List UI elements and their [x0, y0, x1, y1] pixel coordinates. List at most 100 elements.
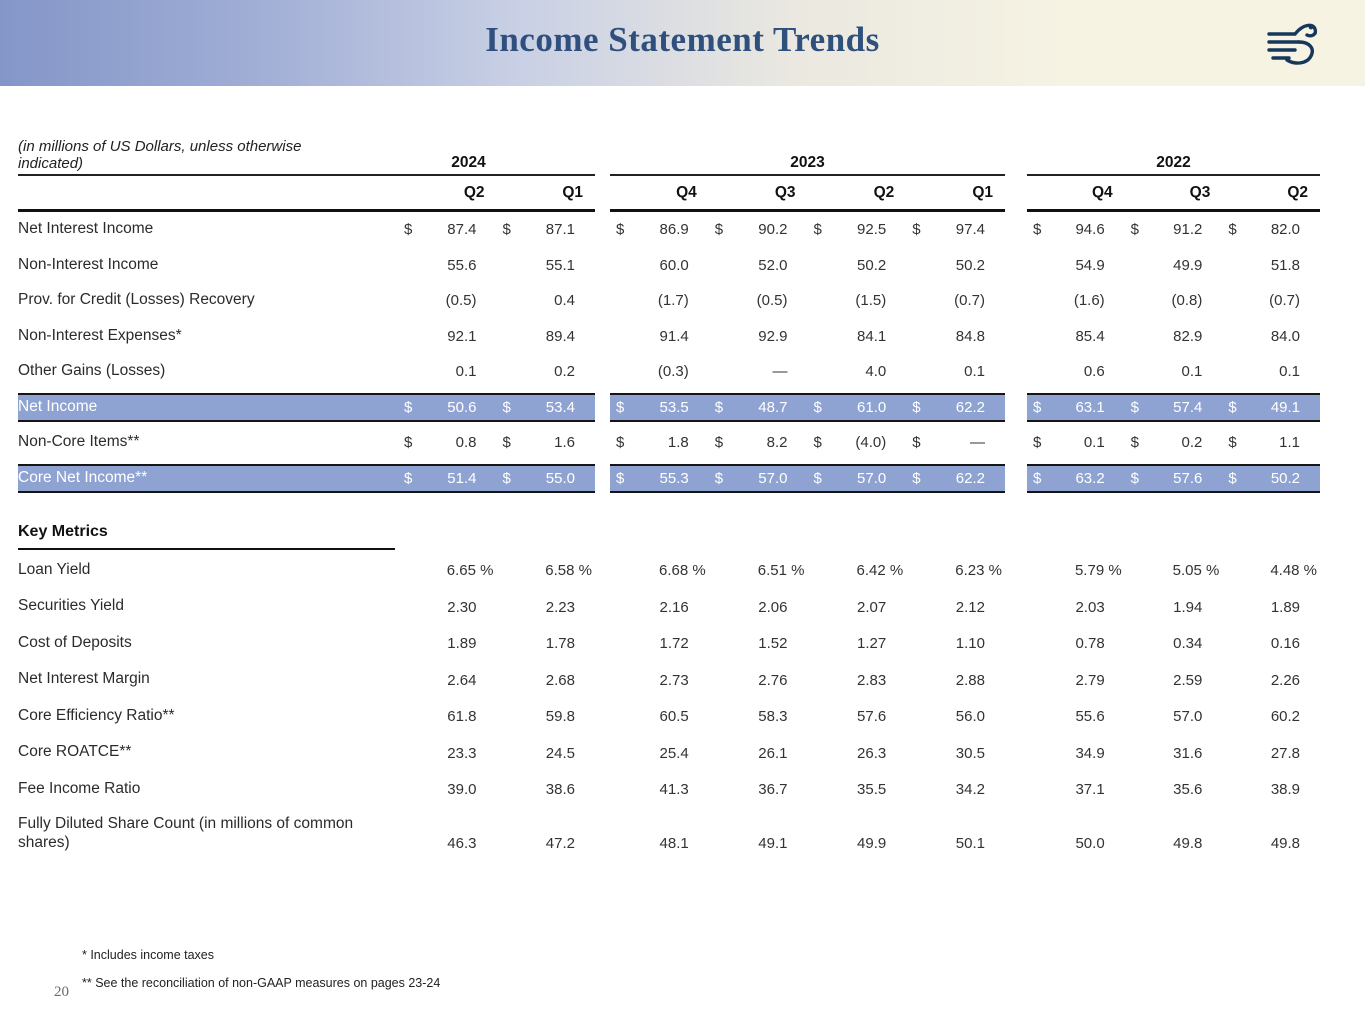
value-cell: $90.2 [709, 212, 808, 248]
cell-value: 63.1 [1075, 398, 1105, 416]
cell-value: 57.4 [1173, 398, 1203, 416]
cell-value: 4.48 % [1270, 562, 1318, 580]
cell-value: 1.89 [1270, 598, 1301, 616]
value-cell: 2.26 [1222, 659, 1320, 696]
value-cell: $62.2 [906, 466, 1005, 491]
cell-value: 51.4 [447, 469, 477, 487]
dollar-sign: $ [1228, 434, 1237, 452]
cell-value: 23.3 [447, 744, 477, 762]
value-cell: 4.48 % [1222, 550, 1320, 587]
cell-value: (1.7) [657, 292, 689, 310]
value-cell: 6.42 % [808, 550, 907, 587]
cell-value: 55.1 [545, 256, 575, 274]
value-cell: 24.5 [497, 732, 596, 769]
income-statement-row: Non-Core Items** $0.8 $1.6 $1.8 $8.2 $ (4.0) $ —… [18, 425, 1365, 461]
dollar-sign: $ [1130, 398, 1140, 416]
value-cell: $48.7 [709, 395, 808, 420]
quarter-label: Q2 [873, 183, 895, 201]
group-gap [595, 283, 610, 319]
group-2024-cells: 2.64 2.68 [398, 659, 595, 696]
cell-value: 90.2 [758, 221, 788, 239]
value-cell: $53.4 [497, 395, 596, 420]
cell-value: 48.7 [758, 398, 788, 416]
value-cell: 6.58 % [497, 550, 596, 587]
row-block: Non-Core Items** $0.8 $1.6 [18, 425, 595, 461]
value-cell: 59.8 [497, 696, 596, 733]
value-cell: 0.1 [1125, 354, 1223, 390]
group-gap [1005, 623, 1027, 660]
key-metric-row: Securities Yield 2.30 2.23 2.16 2.06 2.07 2.12… [18, 586, 1365, 623]
cell-value: 0.16 [1270, 635, 1301, 653]
cell-value: 57.6 [1173, 469, 1203, 487]
quarter-block-2024: Q2 Q1 [18, 176, 595, 212]
value-cell: 92.9 [709, 319, 808, 355]
cell-value: 1.10 [955, 635, 985, 653]
row-block: 6.68 % 6.51 % 6.42 % 6.23 % [610, 550, 1005, 587]
value-cell: 0.1 [1222, 354, 1320, 390]
company-griffin-logo-icon [1265, 14, 1319, 70]
cell-value: 2.03 [1075, 598, 1105, 616]
year-block-2023: 2023 [610, 130, 1005, 176]
quarter-block-2023: Q4 Q3 Q2 Q1 [610, 176, 1005, 212]
cell-value: 52.0 [758, 256, 788, 274]
value-cell: 23.3 [398, 732, 497, 769]
cell-value: 94.6 [1075, 221, 1105, 239]
group-2024-cells: $0.8 $1.6 [398, 425, 595, 461]
row-block: $63.1 $57.4 $49.1 [1027, 392, 1320, 422]
cell-value: 84.0 [1270, 327, 1301, 345]
cell-value: 92.9 [758, 327, 788, 345]
value-cell: 61.8 [398, 696, 497, 733]
group-gap [595, 805, 610, 859]
value-cell: $8.2 [709, 425, 808, 461]
row-block: Other Gains (Losses) 0.1 0.2 [18, 354, 595, 390]
group-gap [595, 586, 610, 623]
group-2024-cells: 92.1 89.4 [398, 319, 595, 355]
value-cell: $97.4 [906, 212, 1005, 248]
value-cell: 49.1 [709, 805, 808, 859]
value-cell: (0.3) [610, 354, 709, 390]
value-cell: 2.64 [398, 659, 497, 696]
cell-value: 0.2 [1181, 434, 1203, 452]
value-cell: 1.89 [1222, 586, 1320, 623]
row-label: Core Net Income** [18, 468, 148, 486]
dollar-sign: $ [813, 221, 822, 239]
group-gap [1005, 425, 1027, 461]
cell-value: 2.88 [955, 671, 985, 689]
value-cell: (0.8) [1125, 283, 1223, 319]
year-label-2022: 2022 [1156, 154, 1191, 171]
value-cell: 84.1 [808, 319, 907, 355]
value-cell: 91.4 [610, 319, 709, 355]
row-block: Core ROATCE** 23.3 24.5 [18, 732, 595, 769]
value-cell: 2.03 [1027, 586, 1125, 623]
cell-value: 60.5 [659, 708, 689, 726]
row-label: Non-Interest Income [18, 255, 159, 273]
value-cell: $63.1 [1027, 395, 1125, 420]
value-cell: 49.8 [1125, 805, 1223, 859]
cell-value: 0.4 [554, 292, 575, 310]
income-statement-row: Prov. for Credit (Losses) Recovery (0.5) 0… [18, 283, 1365, 319]
value-cell: 1.78 [497, 623, 596, 660]
dollar-sign: $ [1228, 469, 1237, 487]
row-block: $1.8 $8.2 $ (4.0) $ — [610, 425, 1005, 461]
year-block-2022: 2022 [1027, 130, 1320, 176]
cell-value: 55.3 [659, 469, 689, 487]
value-cell: 38.6 [497, 769, 596, 806]
cell-value: 0.1 [455, 363, 477, 381]
cell-value: 0.1 [1181, 363, 1203, 381]
row-block: (0.3) — 4.0 0.1 [610, 354, 1005, 390]
value-cell: 84.0 [1222, 319, 1320, 355]
row-block: 5.79 % 5.05 % 4.48 % [1027, 550, 1320, 587]
row-block: Prov. for Credit (Losses) Recovery (0.5) 0… [18, 283, 595, 319]
dollar-sign: $ [404, 221, 413, 239]
value-cell: $0.1 [1027, 425, 1125, 461]
cell-value: 49.9 [1173, 256, 1203, 274]
cell-value: 57.6 [857, 708, 887, 726]
cell-value: 48.1 [659, 835, 689, 853]
key-metric-row: Net Interest Margin 2.64 2.68 2.73 2.76 2.83 2… [18, 659, 1365, 696]
value-cell: 26.1 [709, 732, 808, 769]
cell-value: 60.0 [659, 256, 689, 274]
slide-title: Income Statement Trends [485, 20, 880, 59]
value-cell: (0.7) [1222, 283, 1320, 319]
cell-value: 55.6 [1075, 708, 1105, 726]
group-gap [1005, 464, 1027, 493]
